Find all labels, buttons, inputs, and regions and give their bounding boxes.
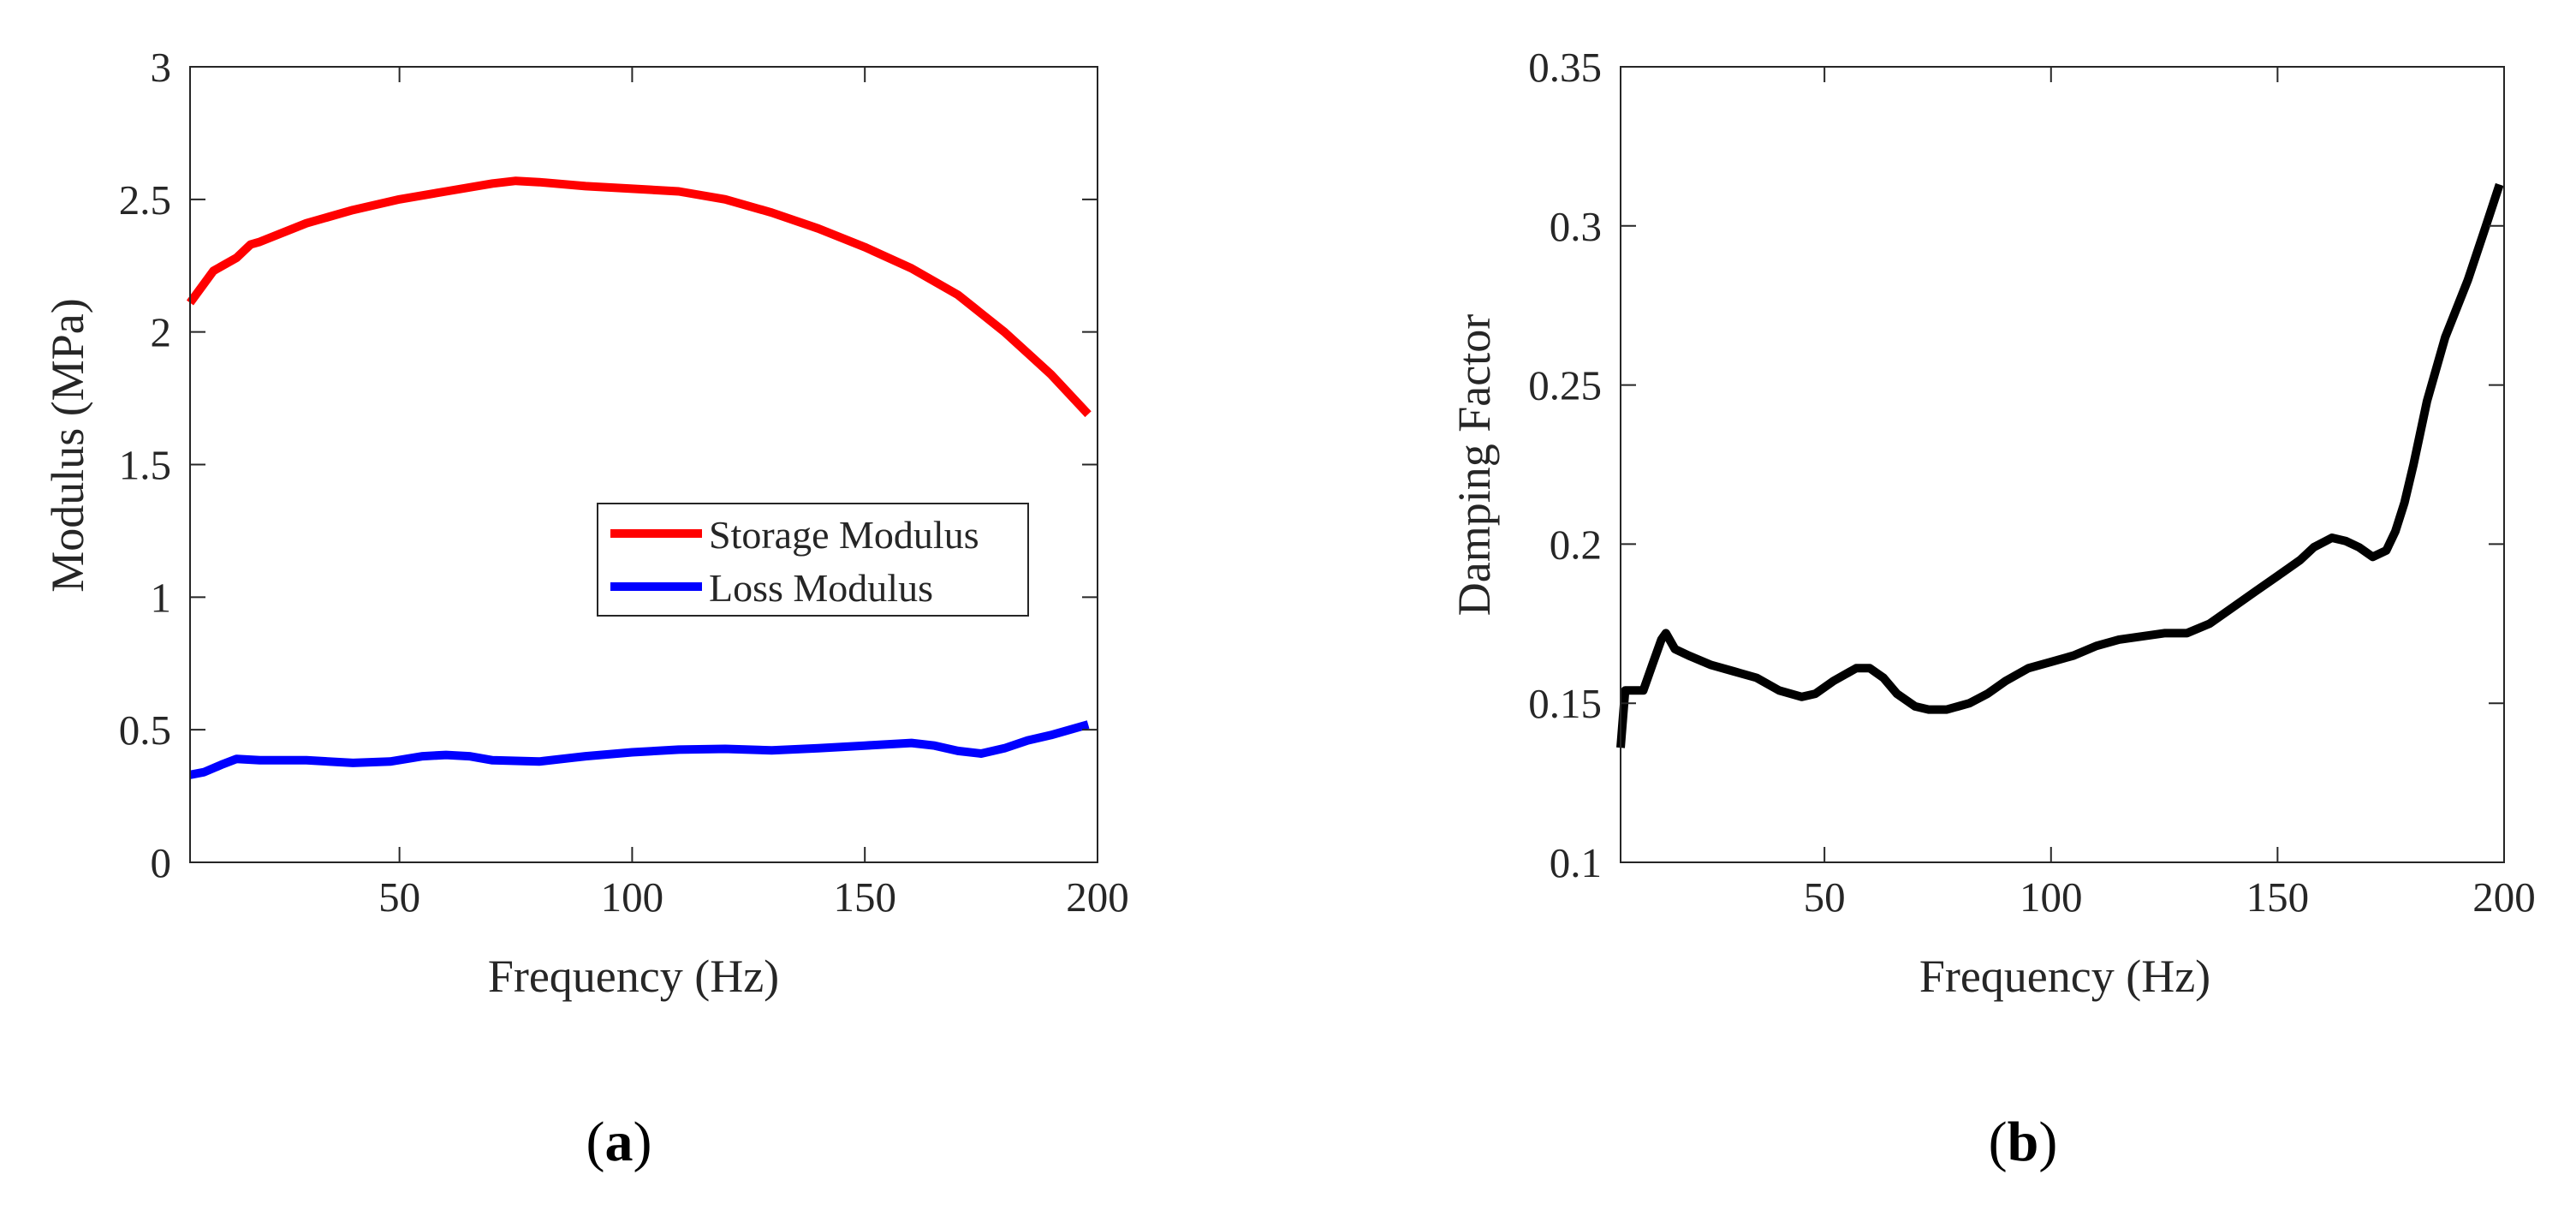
panel-a-legend: Storage Modulus Loss Modulus [597, 503, 1029, 617]
panel-a-label-letter: a [605, 1111, 634, 1173]
panel-b-y-tick-label: 0.2 [1550, 521, 1602, 568]
panel-a-legend-box [597, 503, 1029, 617]
panel-a-x-tick-label: 100 [601, 873, 664, 921]
panel-a-plot-area: 50 100 150 200 0 0.5 1 1.5 2 2.5 3 [119, 44, 1129, 921]
panel-a-y-tick-label: 0.5 [119, 706, 171, 754]
panel-b-x-tick-label: 200 [2472, 873, 2536, 921]
panel-a-label-open: ( [586, 1111, 605, 1173]
legend-label-loss: Loss Modulus [709, 566, 933, 610]
panel-a-y-tick-label: 1 [151, 574, 172, 621]
panel-a-y-tick-label: 0 [151, 839, 172, 886]
panel-b-x-axis-label: Frequency (Hz) [1919, 951, 2210, 1002]
panel-b-y-tick-label: 0.15 [1528, 680, 1602, 727]
panel-a-x-tick-label: 150 [833, 873, 896, 921]
panel-b-y-axis-label: Damping Factor [1449, 314, 1500, 616]
panel-b-y-tick-label: 0.25 [1528, 362, 1602, 409]
panel-a-y-tick-label: 1.5 [119, 442, 171, 489]
legend-label-storage: Storage Modulus [709, 513, 979, 557]
panel-a-y-tick-label: 2.5 [119, 176, 171, 224]
panel-b-label-close: ) [2038, 1111, 2057, 1173]
panel-b-label-letter: b [2008, 1111, 2039, 1173]
panel-b-y-tick-label: 0.3 [1550, 203, 1602, 250]
panel-a-label-close: ) [634, 1111, 652, 1173]
panel-a-x-tick-label: 200 [1066, 873, 1129, 921]
panel-a-x-axis-label: Frequency (Hz) [488, 951, 779, 1002]
panel-b-y-tick-label: 0.35 [1528, 44, 1602, 91]
panel-b-series-damping-factor-line [1616, 182, 2504, 748]
panel-a-label: (a) [586, 1111, 652, 1173]
panel-a-y-tick-label: 3 [151, 44, 172, 91]
panel-b-label: (b) [1989, 1111, 2058, 1173]
panel-a-series-storage-modulus-line [186, 176, 1092, 418]
panel-b-x-tick-label: 100 [2020, 873, 2083, 921]
panel-b-y-tick-label: 0.1 [1550, 839, 1602, 886]
panel-b-chart: 50 100 150 200 0.1 0.15 0.2 0.25 0.3 0.35 Frequen… [1449, 44, 2536, 1173]
panel-a-y-tick-label: 2 [151, 309, 172, 356]
panel-b-axes-box [1620, 66, 2505, 863]
panel-a-series-loss-modulus-line [189, 720, 1090, 779]
panel-b-x-tick-label: 150 [2246, 873, 2310, 921]
panel-b-plot-area: 50 100 150 200 0.1 0.15 0.2 0.25 0.3 0.35 [1528, 44, 2536, 921]
panel-a-x-tick-label: 50 [378, 873, 420, 921]
panel-b-label-open: ( [1989, 1111, 2008, 1173]
panel-b-x-tick-label: 50 [1804, 873, 1846, 921]
panel-a-y-axis-label: Modulus (MPa) [42, 298, 93, 593]
